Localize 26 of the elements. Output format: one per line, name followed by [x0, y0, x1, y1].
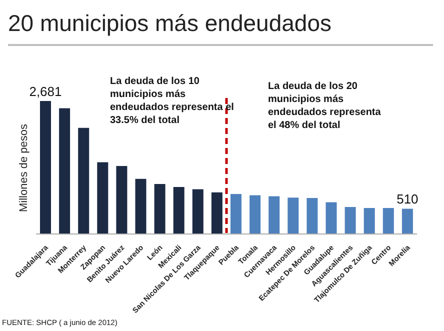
- bar: [97, 162, 108, 234]
- y-axis-title: Millones de pesos: [18, 124, 30, 212]
- bar: [402, 208, 413, 234]
- bar: [230, 194, 242, 234]
- bar: [116, 166, 128, 234]
- data-label: 2,681: [29, 84, 62, 99]
- bar: [344, 207, 356, 234]
- bar: [59, 108, 70, 234]
- bar: [192, 189, 204, 234]
- annotation: La deuda de los 20 municipios más endeudados representa el 48% del total: [268, 80, 382, 132]
- bar: [326, 202, 337, 234]
- bar: [40, 101, 51, 234]
- bar: [211, 192, 222, 234]
- annotation: La deuda de los 10 municipios más endeudados representa el 33.5% del total: [110, 75, 235, 127]
- chart-title: 20 municipios más endeudados: [8, 10, 332, 37]
- bar: [288, 198, 299, 234]
- bar: [268, 196, 280, 234]
- bar: [250, 195, 261, 234]
- bar: [382, 208, 394, 234]
- bar: [306, 198, 318, 234]
- bar: [135, 178, 146, 234]
- bar: [173, 186, 184, 234]
- bar: [154, 184, 166, 234]
- data-label: 510: [396, 192, 418, 207]
- bar: [364, 208, 375, 234]
- bar: [78, 128, 90, 234]
